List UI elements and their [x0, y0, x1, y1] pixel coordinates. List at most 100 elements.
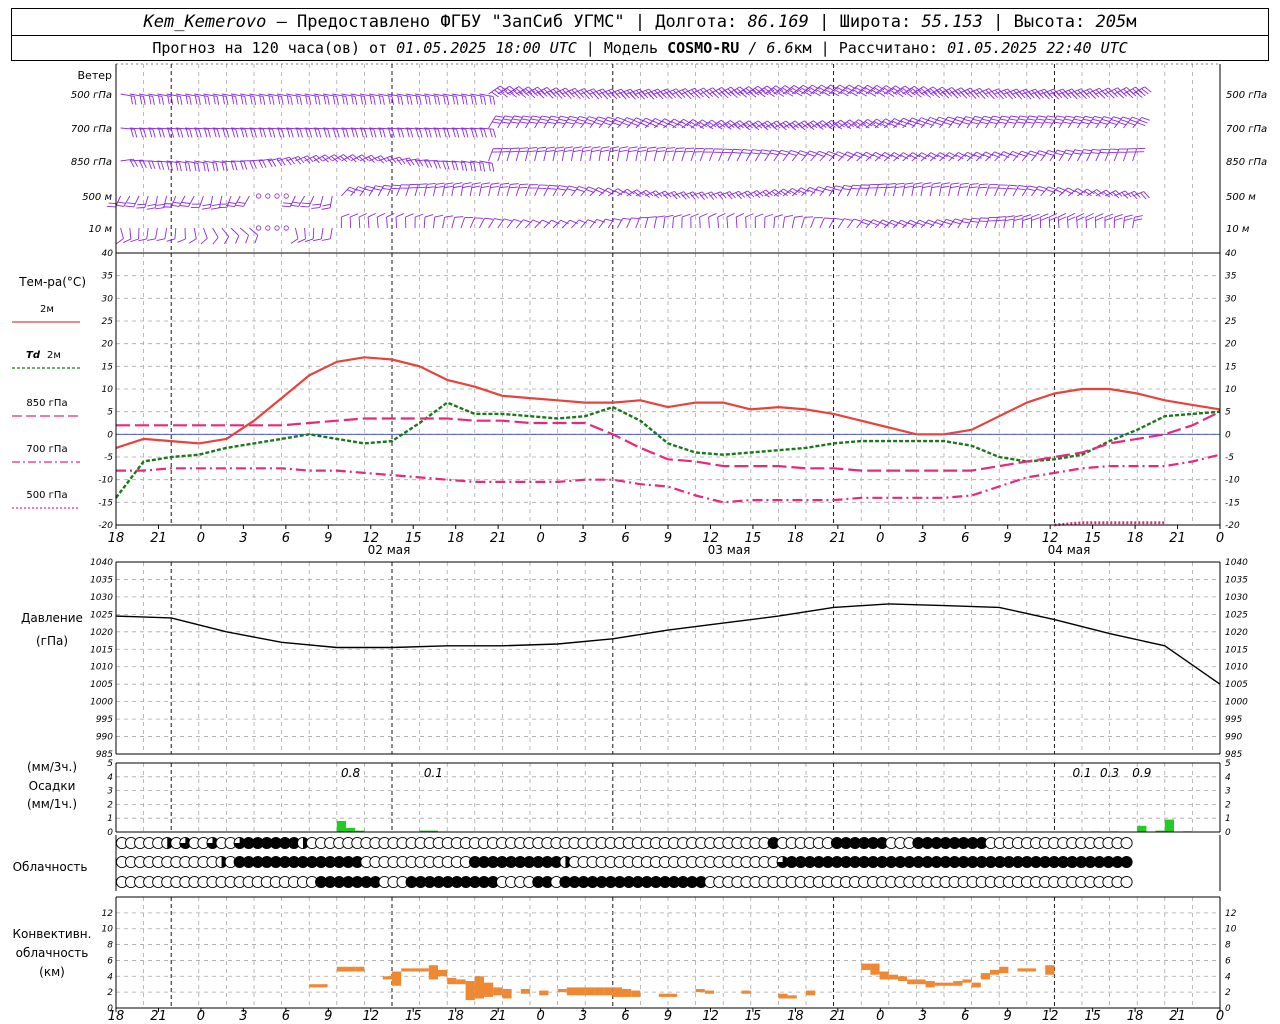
wind-barb-feather — [240, 95, 244, 105]
wind-barb-shaft — [1113, 216, 1116, 229]
wind-barb-feather — [442, 161, 447, 170]
cloud-fill — [777, 856, 789, 868]
wind-barb-icon — [607, 116, 626, 129]
wind-barb-shaft — [497, 115, 506, 129]
wind-barb-icon — [893, 219, 910, 229]
wind-barb-icon — [801, 120, 821, 130]
wind-barb-shaft — [975, 115, 985, 129]
wind-barb-feather — [1083, 149, 1093, 152]
wind-barb-feather — [180, 205, 189, 208]
wind-barb-icon — [300, 195, 315, 208]
wind-barb-feather — [884, 152, 893, 157]
wind-barb-shaft — [708, 148, 715, 162]
wind-barb-feather — [846, 86, 854, 92]
wind-barb-shaft — [497, 184, 502, 197]
wind-barb-feather — [704, 148, 714, 150]
wind-barb-feather — [277, 95, 281, 105]
x-tick-label: 18 — [447, 531, 464, 546]
wind-barb-icon — [286, 93, 302, 105]
wind-barb-shaft — [221, 227, 230, 237]
x-tick-label: 21 — [1169, 1009, 1186, 1024]
wind-barb-feather — [619, 149, 628, 153]
wind-barb-feather — [575, 121, 584, 125]
wind-barb-feather — [509, 186, 518, 189]
wind-barb-shaft — [801, 120, 814, 129]
wind-barb-icon — [552, 115, 569, 129]
wind-barb-shaft — [580, 186, 589, 197]
wind-barb-feather — [549, 184, 558, 187]
wind-barb-icon — [267, 157, 286, 167]
convective-bar — [916, 979, 926, 985]
wind-barb-shaft — [626, 88, 640, 95]
wind-barb-feather — [408, 187, 418, 189]
wind-barb-icon — [727, 86, 747, 98]
precip-bar — [1164, 819, 1174, 832]
wind-barb-feather — [1048, 186, 1057, 191]
wind-barb-shaft — [985, 151, 995, 162]
wind-barb-feather — [399, 187, 409, 189]
wind-barb-icon — [194, 127, 211, 138]
wind-barb-shaft — [874, 219, 883, 229]
convective-bar — [704, 990, 714, 994]
wind-barb-icon — [626, 146, 638, 162]
wind-barb-feather — [904, 85, 913, 92]
wind-barb-icon — [617, 217, 632, 229]
x-tick-label: 18 — [787, 531, 804, 546]
wind-barb-shaft — [1049, 187, 1059, 197]
convective-bar — [631, 990, 641, 997]
wind-barb-shaft — [460, 184, 464, 197]
wind-barb-feather — [592, 92, 600, 100]
wind-barb-feather — [794, 215, 804, 218]
wind-barb-icon — [240, 127, 257, 138]
x-tick-label: 6 — [621, 531, 629, 546]
wind-barb-icon — [497, 85, 517, 98]
wind-barb-feather — [996, 219, 1006, 222]
wind-barb-feather — [1005, 215, 1015, 218]
wind-barb-feather — [1048, 213, 1058, 218]
wind-barb-feather — [390, 187, 400, 190]
precip-bar — [419, 830, 429, 832]
wind-barb-shaft — [377, 185, 385, 197]
wind-barb-feather — [942, 86, 950, 94]
wind-barb-icon — [1031, 150, 1048, 162]
wind-level-label-left: 850 гПа — [71, 157, 112, 168]
wind-barb-feather — [684, 92, 692, 99]
wind-barb-feather — [815, 89, 824, 95]
wind-barb-feather — [1065, 149, 1075, 153]
y-tick-label-left: 1 — [107, 814, 113, 824]
wind-barb-icon — [359, 93, 376, 105]
wind-barb-feather — [614, 119, 624, 124]
wind-barb-feather — [471, 128, 475, 138]
precip-bar — [1137, 825, 1147, 832]
wind-barb-feather — [802, 84, 811, 90]
latitude-value: 55.153 — [921, 12, 983, 32]
wind-barb-icon — [726, 212, 735, 229]
wind-barb-feather — [685, 147, 695, 150]
wind-barb-feather — [991, 91, 998, 98]
y-tick-label-left: 1020 — [90, 628, 113, 638]
wind-barb-icon — [221, 160, 238, 171]
wind-barb-feather — [351, 128, 355, 138]
wind-barb-icon — [414, 183, 427, 197]
wind-barb-icon — [856, 84, 876, 97]
wind-barb-feather — [158, 95, 161, 105]
wind-barb-shaft — [497, 218, 505, 229]
wind-barb-shaft — [911, 117, 922, 129]
wind-barb-feather — [528, 147, 538, 149]
wind-barb-shaft — [892, 184, 897, 197]
wind-barb-shaft — [1003, 151, 1013, 162]
wind-barb-feather — [596, 218, 605, 223]
wind-barb-feather — [343, 154, 351, 161]
convective-bar — [318, 984, 328, 988]
wind-barb-icon — [718, 120, 738, 130]
wind-barb-feather — [169, 162, 173, 171]
wind-barb-icon — [801, 84, 820, 97]
wind-barb-feather — [742, 148, 752, 151]
wind-barb-shaft — [893, 152, 904, 162]
wind-barb-shaft — [745, 216, 747, 229]
wind-barb-shaft — [249, 159, 263, 162]
wind-barb-feather — [424, 214, 434, 218]
wind-barb-icon — [125, 195, 140, 208]
y-tick-label-left: -5 — [104, 453, 113, 463]
convective-bar — [502, 988, 512, 999]
